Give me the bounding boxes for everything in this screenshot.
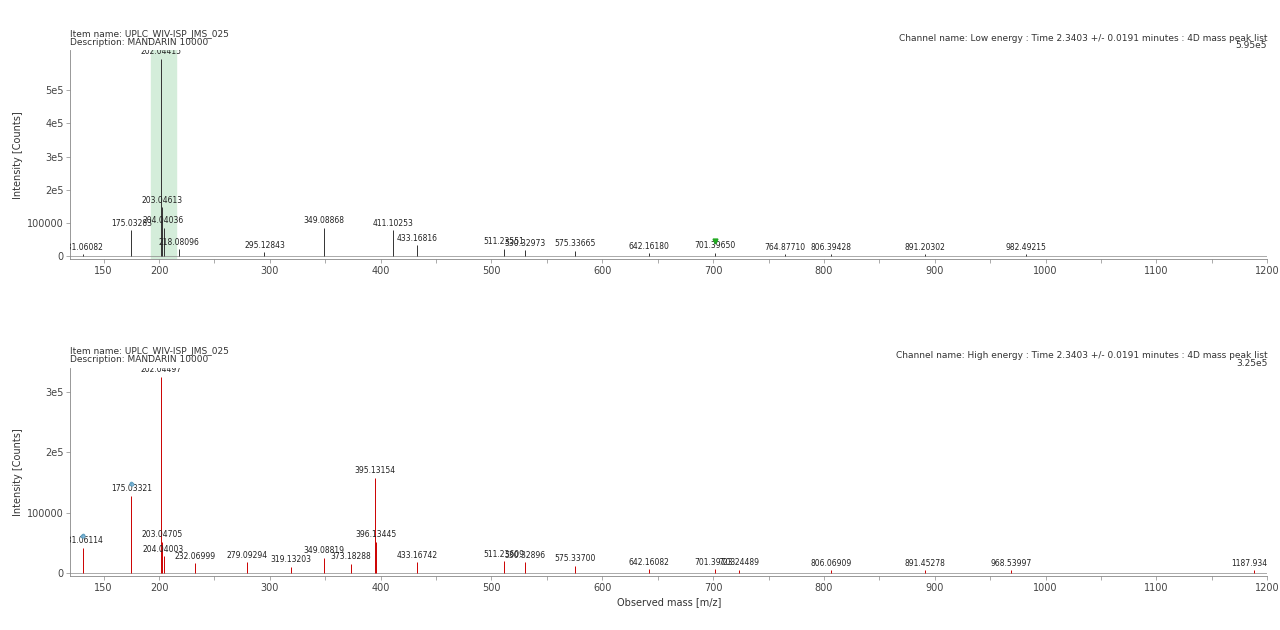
Text: 349.08819: 349.08819 (303, 546, 344, 555)
Text: 764.87710: 764.87710 (764, 243, 805, 252)
Text: Item name: UPLC_WIV-ISP_JMS_025: Item name: UPLC_WIV-ISP_JMS_025 (70, 347, 229, 356)
Text: Description: MANDARIN 10000: Description: MANDARIN 10000 (70, 355, 209, 364)
Text: 279.09294: 279.09294 (227, 551, 268, 560)
Text: 701.39650: 701.39650 (694, 241, 735, 250)
Text: 203.04613: 203.04613 (142, 195, 183, 205)
Text: 1187.93458: 1187.93458 (1231, 559, 1276, 568)
Text: 806.06909: 806.06909 (810, 559, 851, 568)
Text: 511.23609: 511.23609 (484, 550, 525, 559)
Text: 175.03283: 175.03283 (111, 219, 152, 227)
Text: 396.13445: 396.13445 (356, 530, 397, 539)
Text: Description: MANDARIN 10000: Description: MANDARIN 10000 (70, 38, 209, 47)
Text: 530.32973: 530.32973 (504, 239, 545, 248)
Text: 575.33700: 575.33700 (554, 554, 595, 563)
Y-axis label: Intensity [Counts]: Intensity [Counts] (13, 111, 23, 198)
Text: 319.13203: 319.13203 (270, 555, 311, 564)
Text: 131.06082: 131.06082 (63, 243, 104, 251)
X-axis label: Observed mass [m/z]: Observed mass [m/z] (617, 598, 721, 607)
Text: 395.13154: 395.13154 (355, 466, 396, 475)
Text: 3.25e5: 3.25e5 (1235, 358, 1267, 368)
Text: 218.08096: 218.08096 (159, 238, 200, 247)
Bar (151, 50, 175, 259)
Text: Item name: UPLC_WIV-ISP_JMS_025: Item name: UPLC_WIV-ISP_JMS_025 (70, 30, 229, 39)
Text: 433.16816: 433.16816 (397, 234, 438, 243)
Text: 806.39428: 806.39428 (810, 243, 851, 252)
Text: 642.16180: 642.16180 (628, 242, 669, 251)
Text: 204.04036: 204.04036 (143, 216, 184, 226)
Text: 723.24489: 723.24489 (718, 558, 759, 567)
Text: Channel name: Low energy : Time 2.3403 +/- 0.0191 minutes : 4D mass peak list: Channel name: Low energy : Time 2.3403 +… (899, 34, 1267, 43)
Text: 530.32896: 530.32896 (504, 551, 545, 560)
Y-axis label: Intensity [Counts]: Intensity [Counts] (13, 428, 23, 516)
Text: 968.53997: 968.53997 (991, 559, 1032, 568)
Text: 701.39703: 701.39703 (694, 558, 735, 566)
Text: 204.04003: 204.04003 (143, 545, 184, 554)
Text: 511.23551: 511.23551 (484, 238, 525, 246)
Text: 891.20302: 891.20302 (905, 243, 946, 252)
Text: 433.16742: 433.16742 (397, 551, 438, 560)
Text: 891.45278: 891.45278 (905, 559, 946, 568)
Text: 575.33665: 575.33665 (554, 239, 595, 248)
Text: 373.18288: 373.18288 (330, 553, 371, 561)
Text: 5.95e5: 5.95e5 (1235, 42, 1267, 50)
Text: 642.16082: 642.16082 (628, 558, 669, 566)
Text: 202.04497: 202.04497 (141, 365, 182, 374)
Text: 349.08868: 349.08868 (303, 216, 344, 226)
Text: 131.06114: 131.06114 (63, 537, 104, 546)
Text: 175.03321: 175.03321 (111, 484, 152, 493)
Text: Channel name: High energy : Time 2.3403 +/- 0.0191 minutes : 4D mass peak list: Channel name: High energy : Time 2.3403 … (896, 352, 1267, 360)
Text: 232.06999: 232.06999 (174, 552, 215, 561)
Text: 295.12843: 295.12843 (244, 241, 285, 249)
Text: 202.04415: 202.04415 (141, 47, 182, 56)
Text: 982.49215: 982.49215 (1006, 243, 1047, 252)
Text: 203.04705: 203.04705 (142, 530, 183, 539)
Text: 411.10253: 411.10253 (372, 219, 413, 227)
